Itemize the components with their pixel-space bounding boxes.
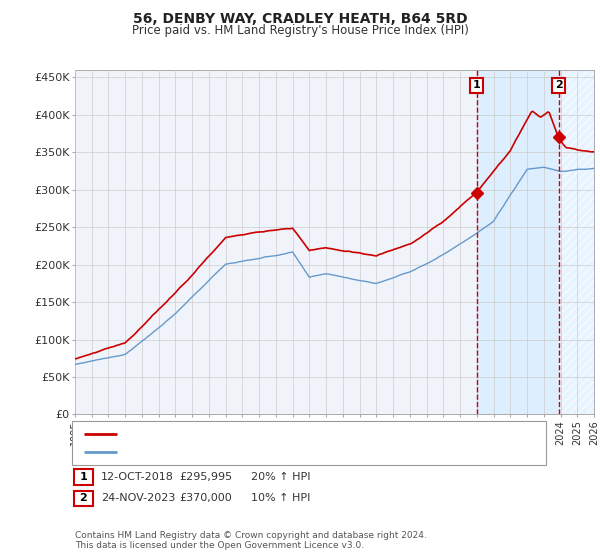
Text: Price paid vs. HM Land Registry's House Price Index (HPI): Price paid vs. HM Land Registry's House …: [131, 24, 469, 37]
Text: 10% ↑ HPI: 10% ↑ HPI: [251, 493, 310, 503]
Text: 24-NOV-2023: 24-NOV-2023: [101, 493, 175, 503]
Text: 2: 2: [80, 493, 87, 503]
Text: 1: 1: [473, 80, 481, 90]
Text: Contains HM Land Registry data © Crown copyright and database right 2024.
This d: Contains HM Land Registry data © Crown c…: [75, 530, 427, 550]
Text: HPI: Average price, detached house, Sandwell: HPI: Average price, detached house, Sand…: [123, 447, 363, 457]
Text: 56, DENBY WAY, CRADLEY HEATH, B64 5RD: 56, DENBY WAY, CRADLEY HEATH, B64 5RD: [133, 12, 467, 26]
Bar: [559, 70, 594, 414]
Text: 12-OCT-2018: 12-OCT-2018: [101, 472, 173, 482]
Bar: [477, 70, 559, 414]
Text: £295,995: £295,995: [179, 472, 232, 482]
Text: £370,000: £370,000: [179, 493, 232, 503]
Text: 56, DENBY WAY, CRADLEY HEATH, B64 5RD (detached house): 56, DENBY WAY, CRADLEY HEATH, B64 5RD (d…: [123, 429, 443, 439]
Text: 2: 2: [555, 80, 563, 90]
Text: 1: 1: [80, 472, 87, 482]
Text: 20% ↑ HPI: 20% ↑ HPI: [251, 472, 310, 482]
Bar: [559, 70, 594, 414]
